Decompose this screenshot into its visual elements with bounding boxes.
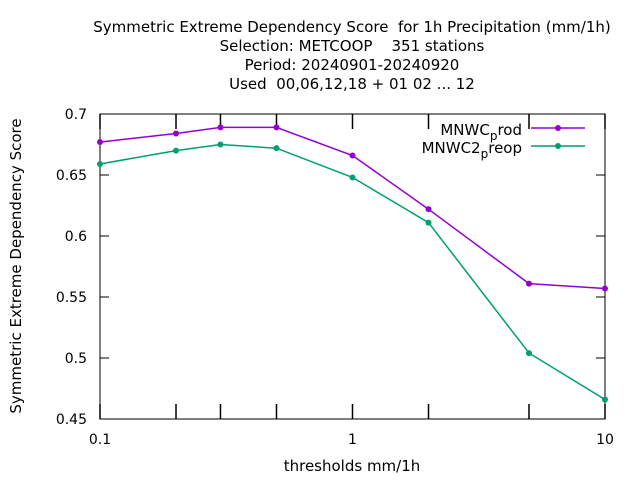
series-2-point-5 — [425, 219, 432, 226]
legend-entry-1: MNWCprod — [440, 121, 585, 143]
series-1-point-4 — [349, 152, 356, 159]
series-2-point-0 — [97, 161, 103, 168]
legend-label-2-sub: p — [481, 147, 489, 161]
series-2-point-3 — [273, 145, 280, 152]
legend: MNWCprod MNWC2preop — [422, 121, 585, 161]
series-1-point-5 — [425, 206, 432, 213]
legend-label-1-main: MNWC — [440, 121, 489, 139]
legend-entry-2: MNWC2preop — [422, 139, 585, 161]
series-1-point-0 — [97, 139, 103, 146]
x-tick-label-2: 10 — [596, 432, 614, 448]
series-1-point-3 — [273, 124, 280, 131]
series-2-point-4 — [349, 174, 356, 181]
axes: 0.45 0.5 0.55 0.6 0.65 0.7 0.1 1 10 — [56, 107, 614, 448]
series-layer — [97, 124, 608, 403]
legend-label-1: MNWCprod — [440, 121, 522, 143]
chart-title: Symmetric Extreme Dependency Score for 1… — [93, 18, 611, 93]
series-line-2 — [99, 143, 606, 401]
y-axis-label: Symmetric Extreme Dependency Score — [7, 118, 25, 413]
x-axis-label: thresholds mm/1h — [284, 457, 421, 475]
series-2-point-7 — [602, 396, 608, 403]
series-1-point-2 — [217, 124, 224, 131]
legend-label-2: MNWC2preop — [422, 139, 522, 161]
series-1-point-7 — [602, 285, 608, 292]
y-tick-label-0: 0.45 — [56, 412, 87, 428]
legend-marker-2 — [555, 143, 561, 149]
series-line-1 — [99, 126, 606, 290]
y-tick-label-2: 0.55 — [56, 290, 87, 306]
series-2-point-6 — [525, 350, 532, 357]
series-1-point-6 — [525, 280, 532, 287]
series-1-point-1 — [173, 130, 180, 137]
legend-label-1-rest: rod — [497, 121, 522, 139]
legend-label-2-rest: reop — [488, 139, 522, 157]
legend-label-2-main: MNWC2 — [422, 139, 481, 157]
x-tick-label-0: 0.1 — [89, 432, 111, 448]
y-tick-label-1: 0.5 — [65, 351, 87, 367]
title-line-3: Period: 20240901-20240920 — [245, 56, 460, 74]
y-tick-label-5: 0.7 — [65, 107, 87, 123]
title-line-2: Selection: METCOOP 351 stations — [220, 37, 485, 55]
title-line-4: Used 00,06,12,18 + 01 02 ... 12 — [229, 75, 475, 93]
legend-marker-1 — [555, 125, 561, 131]
series-2-point-2 — [217, 141, 224, 148]
plot-frame — [99, 113, 606, 420]
x-tick-label-1: 1 — [348, 432, 357, 448]
y-tick-label-3: 0.6 — [65, 229, 87, 245]
series-2-point-1 — [173, 147, 180, 154]
y-tick-label-4: 0.65 — [56, 168, 87, 184]
legend-label-1-sub: p — [490, 129, 498, 143]
title-line-1: Symmetric Extreme Dependency Score for 1… — [93, 18, 611, 36]
